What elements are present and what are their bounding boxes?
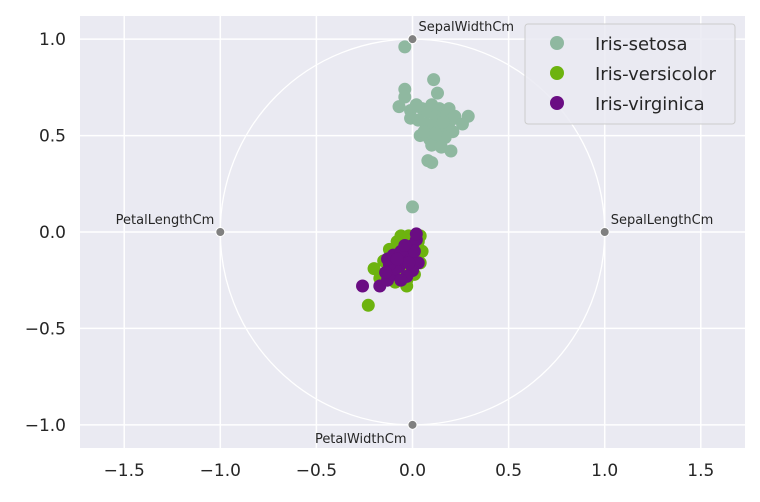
anchor-label: SepalLengthCm [611,213,714,228]
x-tick-label: −0.5 [296,461,337,481]
x-tick-label: 1.0 [591,461,618,481]
data-point [390,252,404,266]
anchor-point [599,227,610,237]
data-point [417,125,431,139]
anchor-label: PetalLengthCm [116,213,215,228]
x-tick-label: 0.0 [399,461,426,481]
x-axis-ticks: −1.5 −1.0 −0.5 0.0 0.5 1.0 1.5 [104,461,715,481]
y-axis-ticks: −1.0 −0.5 0.0 0.5 1.0 [25,30,66,436]
anchor-points: SepalWidthCm SepalLengthCm PetalLengthCm Pe… [116,20,714,447]
data-point [444,144,458,158]
legend-marker [550,66,564,80]
data-point [427,73,441,87]
data-point [461,109,475,123]
legend-box [524,23,736,125]
legend-label: Iris-virginica [595,94,705,115]
y-tick-label: −1.0 [25,416,66,436]
data-point [425,156,439,170]
anchor-point [407,34,418,45]
series-iris-setosa [392,40,475,214]
series-iris-virginica [356,227,425,293]
anchor-point [215,227,226,237]
anchor-label: SepalWidthCm [419,20,515,35]
data-point [436,115,450,129]
data-point [429,127,443,141]
data-point [407,244,421,258]
data-point [379,266,393,279]
data-point [398,40,412,54]
legend-marker [550,36,564,50]
legend: Iris-setosa Iris-versicolor Iris-virginica [524,23,736,125]
data-point [430,86,444,100]
legend-label: Iris-versicolor [595,64,717,85]
legend-label: Iris-setosa [595,34,688,55]
data-point [406,200,419,214]
data-point [367,262,381,276]
anchor-point [407,419,418,430]
x-tick-label: 0.5 [495,461,522,481]
x-tick-label: 1.5 [687,461,714,481]
data-point [392,100,406,114]
y-tick-label: 0.0 [39,223,66,243]
data-point [398,90,412,104]
y-tick-label: −0.5 [25,319,66,339]
data-point [402,256,416,270]
anchor-label: PetalWidthCm [315,432,407,447]
data-point [409,227,423,241]
y-tick-label: 0.5 [39,127,66,147]
data-point [398,239,412,252]
x-tick-label: −1.0 [200,461,241,481]
x-tick-label: −1.5 [104,461,145,481]
data-points [356,40,475,312]
y-tick-label: 1.0 [39,30,66,50]
data-point [361,298,375,312]
data-point [394,273,408,287]
legend-marker [550,96,564,110]
data-point [356,279,370,293]
